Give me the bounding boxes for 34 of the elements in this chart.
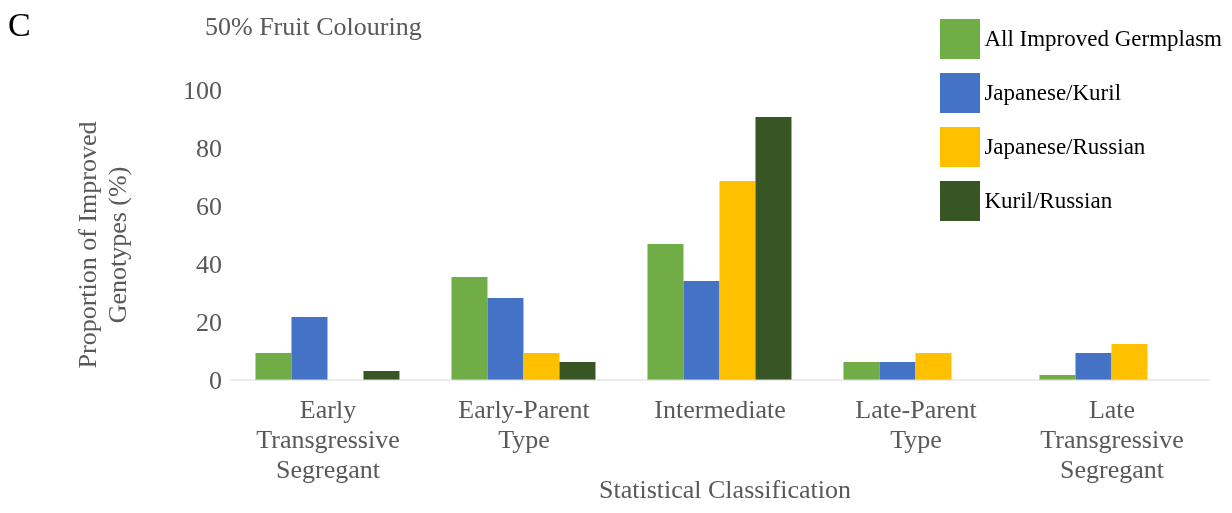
bar: [1075, 353, 1112, 380]
bar: [683, 281, 720, 380]
bar: [291, 317, 328, 380]
y-tick-label: 80: [196, 134, 222, 164]
legend-label: Kuril/Russian: [984, 188, 1113, 214]
y-tick-label: 20: [196, 308, 222, 338]
x-tick-label: Early Transgressive Segregant: [256, 395, 400, 484]
y-tick-label: 100: [183, 76, 222, 106]
legend-label: Japanese/Russian: [984, 134, 1146, 160]
bar: [559, 362, 596, 380]
y-tick-label: 60: [196, 192, 222, 222]
legend-label: All Improved Germplasm: [984, 26, 1222, 52]
x-tick-label: Early-Parent Type: [458, 395, 591, 454]
y-tick-label: 0: [209, 366, 222, 396]
bar: [1111, 344, 1148, 380]
x-tick-label: Late-Parent Type: [855, 395, 978, 454]
x-axis-title: Statistical Classification: [598, 475, 851, 504]
bar: [523, 353, 560, 380]
chart-title: 50% Fruit Colouring: [205, 12, 422, 42]
text: C: [8, 6, 31, 44]
legend-label: Japanese/Kuril: [984, 80, 1122, 106]
bar: [719, 181, 756, 380]
y-tick-label: 40: [196, 250, 222, 280]
bar: [255, 353, 292, 380]
bar: [879, 362, 916, 380]
bar: [755, 116, 792, 380]
bar: [647, 243, 684, 380]
bar: [843, 362, 880, 380]
bar: [451, 277, 488, 380]
bar: [915, 353, 952, 380]
y-axis-title: Proportion of Improved Genotypes (%): [73, 121, 132, 369]
bar: [487, 297, 524, 380]
x-tick-label: Intermediate: [654, 395, 786, 424]
x-tick-label: Late Transgressive Segregant: [1040, 395, 1184, 484]
